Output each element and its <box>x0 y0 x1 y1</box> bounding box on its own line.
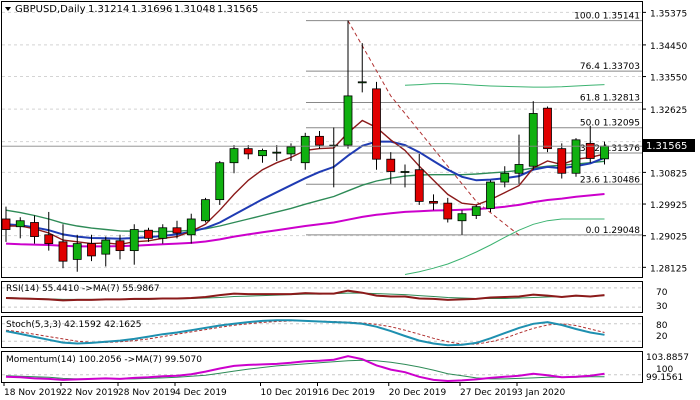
stoch-panel <box>2 319 642 347</box>
candle-body <box>500 172 510 183</box>
price-tick-label: 1.29025 <box>650 233 687 243</box>
candle-body <box>44 234 54 244</box>
date-axis: 18 Nov 2019 22 Nov 2019 28 Nov 2019 4 Dec 2… <box>3 383 565 398</box>
candle-body <box>343 95 353 146</box>
indicator-main-line <box>5 289 605 302</box>
rsi-panel <box>2 287 642 308</box>
candle-body <box>172 227 182 234</box>
candle-body <box>229 148 239 164</box>
candle-body <box>414 169 424 202</box>
fib-level-label: 61.8 1.32813 <box>580 93 640 103</box>
candle-body <box>15 220 25 228</box>
indicator-main-line <box>5 319 605 347</box>
candle-body <box>1 218 11 230</box>
candle-body <box>201 199 210 222</box>
candle-body <box>429 200 438 204</box>
momentum-bottom-label: 99.1561 <box>646 373 683 383</box>
candle-body <box>571 139 581 174</box>
high-value: 1.31696 <box>131 4 172 15</box>
band-line <box>404 83 605 88</box>
candle-body <box>30 222 39 237</box>
fib-level-label: 0.0 1.29048 <box>586 226 641 236</box>
price-tick-label: 1.29925 <box>650 201 687 211</box>
candle-body <box>543 107 552 150</box>
stoch-level-80-label: 80 <box>656 321 668 331</box>
date-tick-label: 10 Dec 2019 <box>261 388 319 398</box>
candle-body <box>286 146 296 155</box>
date-tick-label: 20 Dec 2019 <box>389 388 447 398</box>
candle-body <box>600 145 609 160</box>
candle-body <box>129 229 139 252</box>
date-tick-label: 4 Dec 2019 <box>175 388 227 398</box>
date-tick-label: 18 Nov 2019 <box>4 388 62 398</box>
date-tick-label: 28 Nov 2019 <box>118 388 176 398</box>
candle-body <box>486 181 495 209</box>
band-line <box>404 218 605 275</box>
fib-level-label: 23.6 1.30486 <box>580 175 640 185</box>
momentum-top-label: 103.8857 <box>646 353 689 363</box>
candle-body <box>471 206 481 216</box>
candle-body <box>101 239 111 255</box>
price-tick-label: 1.34450 <box>650 42 687 52</box>
candle-body <box>115 240 125 252</box>
symbol-marker-icon <box>5 7 11 11</box>
indicator-main-line <box>5 355 605 383</box>
date-tick-label: 22 Nov 2019 <box>61 388 119 398</box>
symbol-label: GBPUSD,Daily <box>15 4 86 15</box>
price-tick-label: 1.28125 <box>650 264 687 274</box>
candle-body <box>72 243 82 260</box>
candle-body <box>372 88 381 160</box>
candle-body <box>528 113 538 167</box>
candle-body <box>585 142 595 159</box>
candle-body <box>144 229 153 239</box>
band-lines <box>404 83 605 275</box>
rsi-label: RSI(14) 55.4410 ->MA(7) 55.9867 <box>6 284 160 294</box>
candle-body <box>158 227 168 239</box>
candle-body <box>400 171 410 173</box>
rsi-level-30-label: 30 <box>656 302 668 312</box>
candle-body <box>215 162 225 201</box>
candle-body <box>258 150 267 157</box>
candle-body <box>300 135 310 164</box>
price-tick-label: 1.35375 <box>650 9 687 19</box>
price-tick-label: 1.30825 <box>650 169 687 179</box>
open-value: 1.31214 <box>88 4 129 15</box>
candle-body <box>315 135 324 146</box>
candle-body <box>457 213 467 222</box>
candle-body <box>557 148 567 174</box>
low-value: 1.31048 <box>174 4 215 15</box>
momentum-100-label: 100 <box>656 365 673 375</box>
candle-body <box>87 243 96 257</box>
close-value: 1.31565 <box>217 4 258 15</box>
date-tick-label: 3 Jan 2020 <box>517 388 565 398</box>
candle-body <box>272 151 282 154</box>
candles <box>1 20 642 272</box>
last-price-tag <box>643 139 695 152</box>
candle-body <box>243 148 253 155</box>
fib-level-label: 38.2 1.31376 <box>580 144 640 154</box>
candle-body <box>357 81 367 84</box>
candle-body <box>443 202 453 220</box>
date-tick-label: 16 Dec 2019 <box>318 388 376 398</box>
rsi-level-70-label: 70 <box>656 288 668 298</box>
fib-anchor-line <box>347 20 520 236</box>
date-tick-label: 27 Dec 2019 <box>460 388 518 398</box>
fib-level-label: 100.0 1.35141 <box>574 12 640 22</box>
price-tick-label: 1.32625 <box>650 106 687 116</box>
stoch-label: Stoch(5,3,3) 42.1592 42.1625 <box>6 320 141 330</box>
momentum-panel <box>2 355 642 383</box>
candle-body <box>514 164 524 174</box>
price-tick-label: 1.33550 <box>650 74 687 84</box>
last-price-value: 1.31565 <box>646 141 687 152</box>
fib-level-label: 76.4 1.33703 <box>580 62 640 72</box>
candle-body <box>58 241 68 262</box>
fib-level-label: 50.0 1.32095 <box>580 119 640 129</box>
momentum-label: Momentum(14) 100.2056 ->MA(7) 99.5070 <box>6 355 202 365</box>
candle-body <box>186 218 196 236</box>
stoch-level-20-label: 20 <box>656 332 668 342</box>
candle-body <box>386 158 396 172</box>
